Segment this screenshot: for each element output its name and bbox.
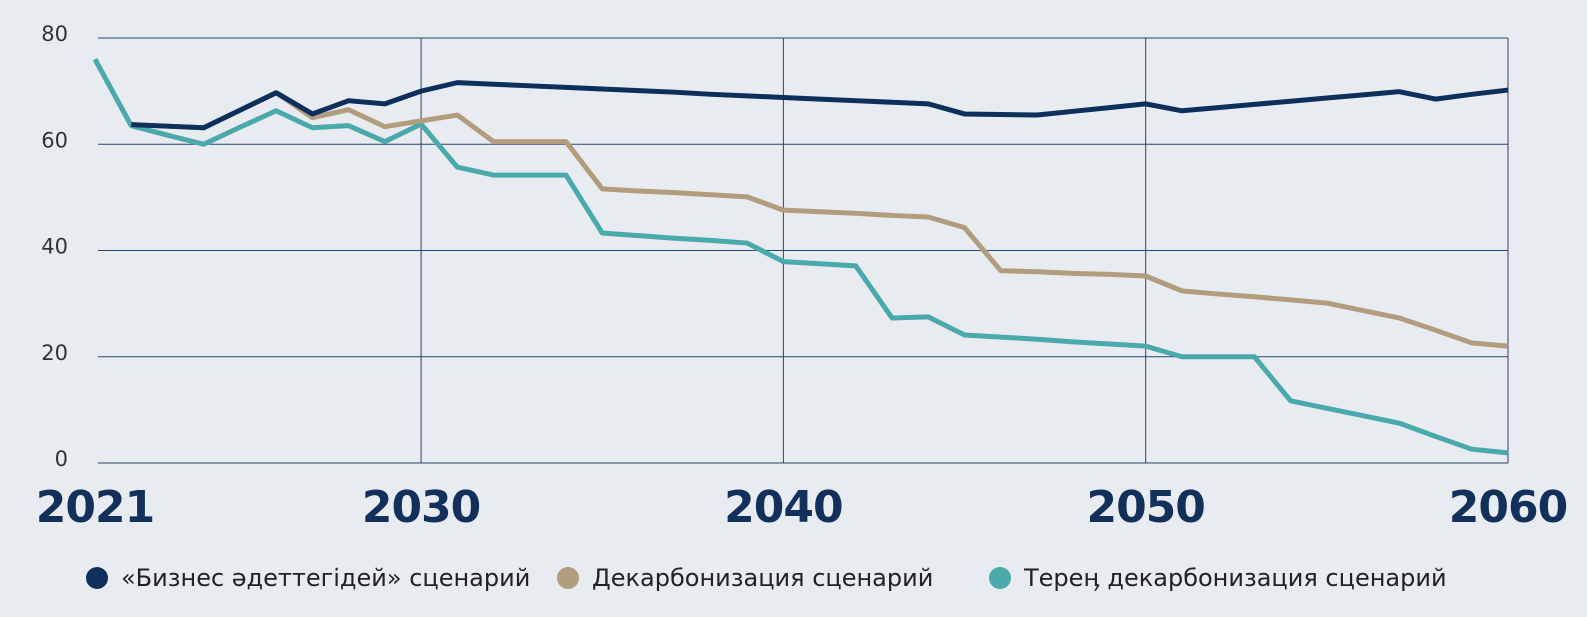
x-tick-label: 2050 (1086, 482, 1204, 533)
legend-marker (989, 567, 1011, 589)
y-tick-label: 40 (41, 235, 68, 259)
x-tick-label: 2040 (724, 482, 842, 533)
y-tick-label: 60 (41, 128, 68, 152)
legend-marker (86, 567, 108, 589)
legend-label: Декарбонизация сценарий (592, 564, 933, 592)
x-tick-label: 2030 (362, 482, 480, 533)
legend-label: «Бизнес әдеттегідей» сценарий (121, 564, 530, 592)
series-line (131, 90, 1509, 349)
legend-marker (557, 567, 579, 589)
x-tick-label: 2060 (1449, 482, 1567, 533)
y-tick-label: 20 (41, 341, 68, 365)
y-tick-label: 0 (55, 447, 68, 471)
y-tick-label: 80 (41, 22, 68, 46)
legend-label: Тереӊ декарбонизация сценарий (1023, 564, 1447, 592)
series-line (131, 80, 1509, 131)
x-tick-label: 2021 (36, 482, 154, 533)
series-line (92, 58, 1509, 456)
